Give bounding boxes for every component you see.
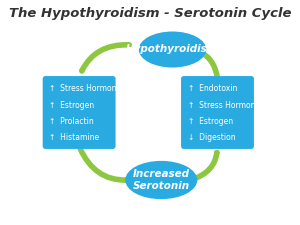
Ellipse shape [139, 32, 206, 68]
FancyArrowPatch shape [193, 153, 217, 179]
Text: Increased
Serotonin: Increased Serotonin [133, 169, 190, 191]
Text: ↑  Endotoxin: ↑ Endotoxin [188, 84, 237, 93]
Text: ↑  Stress Hormones: ↑ Stress Hormones [188, 101, 264, 110]
FancyArrowPatch shape [82, 45, 129, 71]
Text: The Hypothyroidism - Serotonin Cycle: The Hypothyroidism - Serotonin Cycle [9, 7, 291, 20]
Text: ↑  Histamine: ↑ Histamine [50, 133, 100, 142]
Text: Hypothyroidism: Hypothyroidism [126, 45, 219, 54]
Text: ↑  Estrogen: ↑ Estrogen [50, 101, 94, 110]
FancyBboxPatch shape [181, 76, 254, 149]
Text: ↑  Estrogen: ↑ Estrogen [188, 117, 233, 126]
Text: ↑  Stress Hormones: ↑ Stress Hormones [50, 84, 126, 93]
FancyArrowPatch shape [80, 149, 126, 180]
Text: ↑  Prolactin: ↑ Prolactin [50, 117, 94, 126]
Text: ↓  Digestion: ↓ Digestion [188, 133, 236, 142]
FancyBboxPatch shape [43, 76, 116, 149]
Ellipse shape [125, 161, 197, 199]
FancyArrowPatch shape [196, 51, 217, 76]
